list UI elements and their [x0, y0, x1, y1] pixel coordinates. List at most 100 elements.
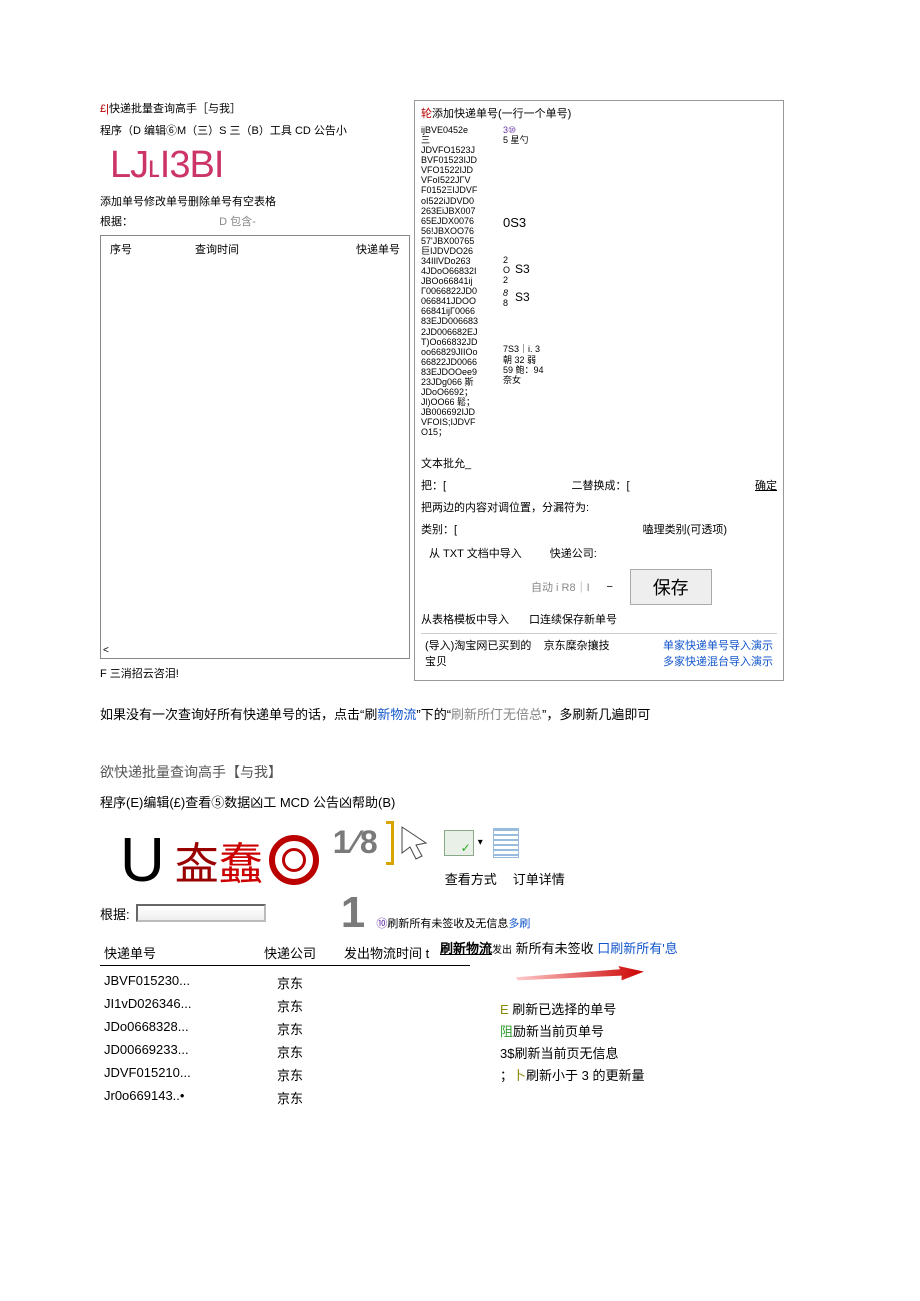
tracking-table: 快递单号 快递公司 发出物流时间 t JBVF015230... 京东 JI1v… [100, 942, 470, 1110]
m1a: E [500, 1002, 509, 1017]
m2a: 阻 [500, 1024, 513, 1039]
order-detail-icon[interactable] [493, 828, 519, 858]
courier-dash: − [590, 581, 630, 593]
toolbar-2: U 盇 蠢 根据: 1⁄8 ▾ [100, 821, 920, 938]
table-row[interactable]: JD00669233... 京东 [100, 1041, 470, 1062]
category-label: 类别：[ [421, 521, 457, 537]
instruction-paragraph: 如果没有一次查询好所有快递单号的话，点击“刷新物流”下的“刷新所仃无倍总”，多刷… [0, 681, 920, 762]
side-mid2c: 2 [503, 275, 513, 285]
toolbar-labels[interactable]: 添加单号修改单号删除单号有空表格 [100, 196, 276, 208]
filter-match: D 包含- [219, 216, 256, 228]
table-row[interactable]: JBVF015230... 京东 [100, 972, 470, 993]
continuous-save-checkbox[interactable]: 口连续保存新单号 [529, 611, 617, 627]
title-prefix: £| [100, 103, 109, 115]
refresh-selected[interactable]: 刷新已选择的单号 [512, 1002, 616, 1017]
col-number: 快递单号 [277, 240, 403, 258]
side-b1: 7S3｜i. 3 [503, 344, 551, 354]
order-detail-label: 订单详情 [513, 869, 565, 888]
frac-2: 8 [360, 824, 378, 861]
main-window: £|快递批量查询高手［与我］ 程序（D 编辑⑥M（三）S 三（B）工具 CD 公… [100, 100, 410, 681]
refresh-line2a[interactable]: 新所有未签收 [516, 941, 594, 956]
refresh-line2b[interactable]: 口刷新所有'息 [597, 941, 677, 956]
save-button[interactable]: 保存 [630, 569, 712, 605]
menu-text[interactable]: 程序（D 编辑⑥M（三）S 三（B）工具 CD 公告小 [100, 125, 347, 137]
filter-label: 根据： [100, 216, 133, 228]
toolbar-right: 1⁄8 ▾ 查看方式 订单详情 1 ⑩刷新所有未签收及无信息多刷 [327, 821, 573, 938]
table-row[interactable]: JDo0668328... 京东 [100, 1018, 470, 1039]
dropdown-icon[interactable]: ▾ [478, 837, 483, 848]
jd-misc[interactable]: 京东糜杂攘技 [540, 634, 659, 672]
refresh-current-page[interactable]: 励新当前页单号 [513, 1024, 604, 1039]
dialog-title-text: 添加快递单号(一行一个单号) [432, 108, 571, 120]
side-mid2a: 2 [503, 255, 513, 265]
send-out: 发出 [492, 945, 512, 956]
codes-sidebar: 3⑩ 5 星勺 0S3 2 O 2 S3 8 8 [499, 125, 551, 437]
demo-link-2[interactable]: 多家快递混台导入演示 [663, 656, 773, 668]
tracking-codes-textarea[interactable]: ijBVE0452e 三 JDVFO1523J BVF01523IJD VFO1… [421, 125, 499, 437]
logo-circle-icon [269, 835, 319, 885]
refresh-lt3[interactable]: 刷新小于 3 的更新量 [526, 1068, 644, 1083]
table-row[interactable]: Jr0o669143..• 京东 [100, 1087, 470, 1108]
cell-company: 京东 [240, 1041, 340, 1062]
logo-han2: 蠢 [219, 828, 263, 892]
refresh-heading[interactable]: 刷新物流 [440, 941, 492, 956]
menu-bar[interactable]: 程序（D 编辑⑥M（三）S 三（B）工具 CD 公告小 [100, 122, 410, 138]
import-template-button[interactable]: 从表格模板中导入 [421, 611, 509, 627]
filter-input[interactable] [136, 904, 266, 922]
instr-c: ”下的“ [416, 707, 451, 722]
refresh-line1-end[interactable]: 多刷 [508, 918, 530, 930]
side-mid3c: S3 [515, 291, 530, 305]
menu-bar-2[interactable]: 程序(E)编辑(£)查看⑤数据凶工 MCD 公告凶帮助(B) [100, 792, 920, 811]
replace-from-label: 把：[ [421, 477, 446, 493]
frac-1: 1 [333, 824, 351, 861]
courier-label: 快递公司: [550, 545, 597, 561]
scroll-left-icon[interactable]: < [103, 645, 109, 656]
dialog-form: 文本批允_ 把：[ 二替换成：[ 确定 把两边的内容对调位置，分漏符为: 类别：… [421, 455, 777, 672]
logo-u: U [120, 825, 165, 896]
cell-company: 京东 [240, 1018, 340, 1039]
batch-label: 文本批允_ [421, 455, 777, 471]
category-note: 嗑理类别(可透项) [643, 521, 727, 537]
side-l1: 3⑩ [503, 125, 551, 135]
import-txt-button[interactable]: 从 TXT 文档中导入 [421, 543, 530, 563]
col-seq: 序号 [107, 240, 157, 258]
red-arrow-icon [500, 966, 660, 982]
top-app-block: £|快递批量查询高手［与我］ 程序（D 编辑⑥M（三）S 三（B）工具 CD 公… [0, 100, 920, 681]
toolbar[interactable]: 添加单号修改单号删除单号有空表格 [100, 193, 410, 209]
table-row[interactable]: JDVF015210... 京东 [100, 1064, 470, 1085]
side-l2: 5 星勺 [503, 135, 551, 145]
status-bar: F 三消招云咨泪! [100, 665, 410, 681]
view-mode-label: 查看方式 [445, 869, 497, 888]
cell-number: JBVF015230... [100, 972, 240, 993]
refresh-current-noinfo[interactable]: 3$刷新当前页无信息 [500, 1043, 678, 1065]
m4a: ； [500, 1068, 513, 1083]
import-taobao-button[interactable]: (导入)淘宝网已买到的宝贝 [421, 634, 540, 672]
side-mid3a: 8 [503, 288, 513, 298]
instr-a: 如果没有一次查询好所有快递单号的话，点击“刷 [100, 707, 377, 722]
dialog-title-prefix: 轮 [421, 108, 432, 120]
demo-link-1[interactable]: 单家快递单号导入演示 [663, 640, 773, 652]
side-b2: 朝 32 弱 [503, 355, 551, 365]
table-row[interactable]: JI1vD026346... 京东 [100, 995, 470, 1016]
confirm-button[interactable]: 确定 [755, 477, 777, 493]
side-b4: 奈女 [503, 375, 551, 385]
grid-header: 序号 查询时间 快递单号 [107, 240, 403, 258]
page-fraction: 1⁄8 [333, 824, 378, 861]
courier-select[interactable]: 自动 i R8｜I [531, 579, 590, 595]
dialog-title: 轮添加快递单号(一行一个单号) [421, 105, 777, 121]
cell-company: 京东 [240, 995, 340, 1016]
side-mid1: 0S3 [503, 216, 551, 231]
dialog-body: ijBVE0452e 三 JDVFO1523J BVF01523IJD VFO1… [421, 125, 777, 437]
title-text: 快递批量查询高手［与我］ [109, 103, 241, 115]
dialog-bottom-links: (导入)淘宝网已买到的宝贝 京东糜杂攘技 单家快递单号导入演示多家快递混台导入演… [421, 633, 777, 672]
window-title: £|快递批量查询高手［与我］ [100, 100, 410, 116]
cell-company: 京东 [240, 1064, 340, 1085]
refresh-line1-pre: ⑩ [376, 918, 387, 930]
codes-text: ijBVE0452e 三 JDVFO1523J BVF01523IJD VFO1… [421, 125, 478, 437]
cell-number: JDo0668328... [100, 1018, 240, 1039]
view-mode-icon[interactable] [444, 830, 474, 856]
refresh-line1[interactable]: 刷新所有未签收及无信息 [387, 918, 508, 930]
filter-row: 根据： D 包含- [100, 213, 410, 229]
refresh-menu: 刷新物流发出 新所有未签收 口刷新所有'息 E 刷新已选择的单号 阻励新当前页单… [500, 938, 678, 1110]
lower-area: 快递单号 快递公司 发出物流时间 t JBVF015230... 京东 JI1v… [100, 938, 920, 1110]
